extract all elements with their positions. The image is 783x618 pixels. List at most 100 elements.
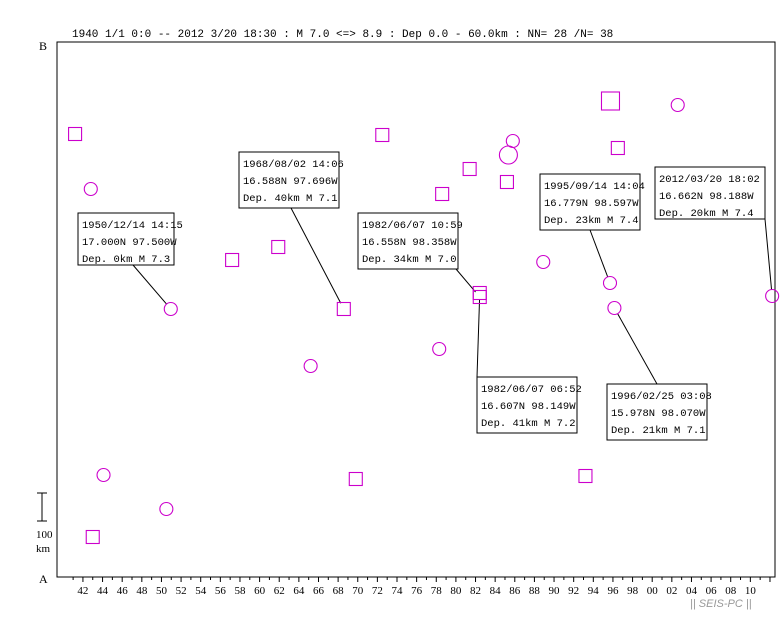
annotation-box — [476, 376, 578, 434]
annotation-leader — [764, 218, 773, 290]
x-tick-label: 02 — [666, 585, 677, 597]
x-tick-label: 72 — [372, 585, 383, 597]
event-circle — [498, 145, 518, 165]
event-square — [610, 140, 625, 156]
event-square — [435, 186, 450, 202]
axis-a-label: A — [39, 572, 48, 586]
annotation-line: 1950/12/14 14:15 — [82, 220, 183, 232]
annotation-leader — [290, 207, 342, 304]
x-tick-label: 88 — [529, 585, 541, 597]
annotation-line: 1995/09/14 14:04 — [544, 181, 645, 193]
event-square — [462, 161, 477, 177]
event-square — [225, 252, 240, 268]
event-square — [472, 289, 487, 305]
x-tick-label: 56 — [215, 585, 227, 597]
annotation-line: Dep. 40km M 7.1 — [243, 193, 338, 205]
annotation-leader — [617, 313, 658, 385]
event-square — [472, 285, 487, 301]
x-tick-label: 04 — [686, 585, 698, 597]
event-square — [375, 127, 390, 143]
annotation-leader — [589, 229, 609, 278]
x-tick-label: 98 — [627, 585, 639, 597]
annotation-line: Dep. 23km M 7.4 — [544, 215, 639, 227]
annotation-box — [238, 151, 340, 209]
x-tick-label: 60 — [254, 585, 266, 597]
event-square — [68, 126, 83, 142]
x-tick-label: 82 — [470, 585, 481, 597]
x-tick-label: 10 — [745, 585, 757, 597]
x-tick-label: 66 — [313, 585, 325, 597]
event-circle — [163, 301, 178, 317]
event-circle — [432, 341, 447, 357]
x-tick-label: 52 — [176, 585, 187, 597]
annotation-box — [77, 212, 175, 266]
x-axis-ticks: 42 44 46 48 50 52 54 56 58 60 62 64 66 68 70 72 74 76 78 80… — [72, 577, 771, 597]
x-tick-label: 90 — [549, 585, 561, 597]
x-tick-label: 42 — [77, 585, 88, 597]
x-tick-label: 92 — [568, 585, 579, 597]
annotation-line: Dep. 21km M 7.1 — [611, 425, 706, 437]
event-circle — [505, 133, 520, 149]
x-tick-label: 94 — [588, 585, 600, 597]
x-tick-label: 50 — [156, 585, 168, 597]
annotation-line: 1982/06/07 10:59 — [362, 220, 463, 232]
x-tick-label: 06 — [706, 585, 718, 597]
annotation-line: 16.558N 98.358W — [362, 237, 457, 249]
event-square — [578, 468, 593, 484]
annotation-line: Dep. 20km M 7.4 — [659, 208, 754, 220]
event-square — [85, 529, 100, 545]
annotation-leader — [476, 299, 481, 378]
x-tick-label: 46 — [117, 585, 129, 597]
annotation-leader — [132, 264, 167, 305]
x-tick-label: 80 — [450, 585, 462, 597]
axis-b-label: B — [39, 39, 47, 53]
event-circle — [765, 288, 780, 304]
scale-bar: 100 km — [36, 492, 53, 555]
x-tick-label: 68 — [333, 585, 345, 597]
event-circle — [607, 300, 622, 316]
x-tick-label: 48 — [136, 585, 148, 597]
x-tick-label: 54 — [195, 585, 207, 597]
annotation-box — [357, 212, 459, 270]
event-circle — [159, 501, 174, 517]
event-square — [336, 301, 351, 317]
footer-label: || SEIS-PC || — [690, 598, 752, 610]
event-circle — [602, 275, 618, 291]
annotation-leader — [455, 268, 476, 293]
annotation-line: 16.607N 98.149W — [481, 401, 576, 413]
chart-title: 1940 1/1 0:0 -- 2012 3/20 18:30 : M 7.0 … — [72, 29, 613, 41]
annotation-line: 1968/08/02 14:06 — [243, 159, 344, 171]
annotation-line: 17.000N 97.500W — [82, 237, 177, 249]
event-markers — [68, 91, 780, 545]
annotation-line: 1982/06/07 06:52 — [481, 384, 582, 396]
event-square — [600, 91, 621, 111]
x-tick-label: 96 — [607, 585, 619, 597]
event-circle — [96, 467, 111, 483]
annotation-line: 15.978N 98.070W — [611, 408, 706, 420]
x-tick-label: 86 — [509, 585, 521, 597]
annotation-line: 2012/03/20 18:02 — [659, 174, 760, 186]
x-tick-label: 76 — [411, 585, 423, 597]
annotation-line: 16.779N 98.597W — [544, 198, 639, 210]
annotation-line: Dep. 34km M 7.0 — [362, 254, 457, 266]
annotation-line: Dep. 41km M 7.2 — [481, 418, 576, 430]
event-circle — [83, 181, 98, 197]
scale-bar-unit: km — [36, 543, 51, 555]
annotation-line: 1996/02/25 03:08 — [611, 391, 712, 403]
scale-bar-value: 100 — [36, 529, 53, 541]
annotation-box — [654, 166, 766, 220]
annotation-box — [606, 383, 708, 441]
x-tick-label: 44 — [97, 585, 109, 597]
event-circle — [303, 358, 318, 374]
x-tick-label: 78 — [431, 585, 443, 597]
x-tick-label: 62 — [274, 585, 285, 597]
event-circle — [536, 254, 551, 270]
annotation-line: 16.588N 97.696W — [243, 176, 338, 188]
x-tick-label: 58 — [234, 585, 246, 597]
x-tick-label: 00 — [647, 585, 659, 597]
x-tick-label: 08 — [725, 585, 737, 597]
x-tick-label: 84 — [490, 585, 502, 597]
event-circle — [670, 97, 685, 113]
annotation-boxes: 1950/12/14 14:15 17.000N 97.500W Dep. 0km … — [77, 151, 766, 441]
